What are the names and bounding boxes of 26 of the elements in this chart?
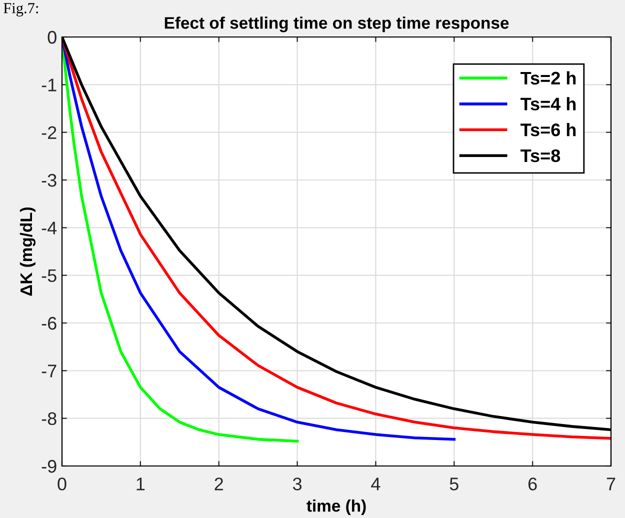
y-tick-label: -1 bbox=[42, 78, 56, 92]
y-tick-label: -6 bbox=[42, 316, 56, 330]
x-tick-label: 6 bbox=[528, 478, 537, 490]
y-axis-title: ΔK (mg/dL) bbox=[20, 207, 36, 296]
y-tick-label: -9 bbox=[42, 460, 56, 473]
legend-label: Ts=4 h bbox=[520, 97, 576, 110]
y-tick-label: 0 bbox=[48, 30, 56, 44]
y-tick-label: -5 bbox=[42, 269, 56, 282]
x-tick-label: 4 bbox=[371, 478, 380, 490]
x-tick-label: 1 bbox=[136, 478, 145, 490]
x-tick-label: 5 bbox=[450, 478, 458, 490]
caption: Fig.7: bbox=[4, 3, 38, 16]
y-tick-label: -2 bbox=[42, 126, 56, 139]
x-tick-label: 3 bbox=[292, 478, 302, 490]
y-tick-label: -4 bbox=[42, 222, 57, 234]
y-tick-label: -7 bbox=[42, 364, 56, 378]
y-tick-label: -8 bbox=[42, 412, 56, 426]
legend-label: Ts=6 h bbox=[520, 123, 576, 136]
legend-label: Ts=2 h bbox=[520, 71, 576, 85]
x-tick-label: 7 bbox=[606, 478, 616, 490]
x-axis-title: time (h) bbox=[306, 500, 366, 516]
legend-label: Ts=8 bbox=[520, 149, 560, 162]
x-tick-label: 0 bbox=[58, 478, 66, 490]
chart-title: Efect of settling time on step time response bbox=[164, 16, 509, 32]
x-tick-label: 2 bbox=[214, 478, 223, 490]
y-tick-label: -3 bbox=[42, 174, 56, 187]
